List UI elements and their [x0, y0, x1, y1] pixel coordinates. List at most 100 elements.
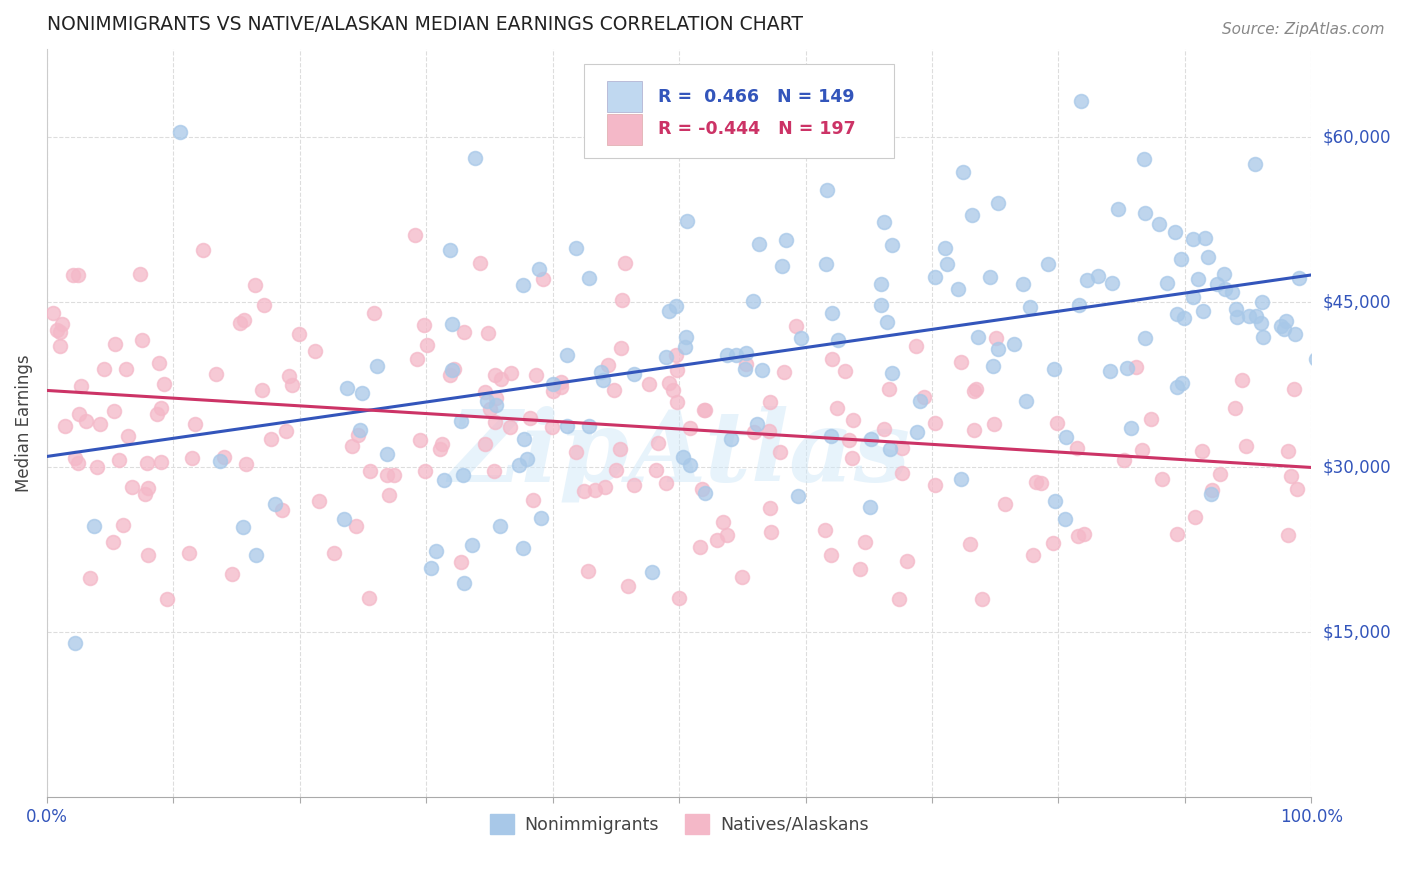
Point	[896, 554, 918, 568]
Point	[987, 196, 1010, 211]
Text: $45,000: $45,000	[1323, 293, 1391, 311]
Point	[441, 317, 464, 331]
Point	[1133, 331, 1156, 345]
Point	[1213, 282, 1236, 296]
Point	[936, 257, 959, 271]
Point	[443, 361, 465, 376]
Point	[1015, 393, 1038, 408]
Point	[89, 417, 111, 432]
Point	[981, 359, 1004, 374]
Point	[1277, 528, 1299, 542]
Point	[382, 467, 405, 482]
Point	[477, 326, 499, 341]
Point	[136, 481, 159, 495]
Point	[48, 339, 70, 353]
Point	[1054, 430, 1077, 444]
Point	[879, 442, 901, 456]
Point	[235, 458, 257, 472]
Point	[887, 592, 910, 607]
Point	[350, 386, 373, 401]
Point	[1305, 352, 1327, 367]
Point	[557, 419, 579, 434]
Point	[53, 419, 76, 434]
Point	[1270, 318, 1292, 333]
Point	[759, 500, 782, 515]
Point	[75, 414, 97, 428]
Point	[439, 368, 461, 382]
Point	[233, 313, 256, 327]
Point	[1212, 267, 1234, 281]
Point	[589, 365, 612, 379]
Point	[1116, 360, 1139, 375]
Point	[474, 437, 496, 451]
Point	[623, 368, 645, 382]
Point	[550, 379, 572, 393]
Point	[1099, 363, 1122, 377]
Point	[693, 403, 716, 417]
Point	[1166, 380, 1188, 394]
Point	[1073, 527, 1095, 541]
Point	[949, 354, 972, 368]
Point	[734, 345, 756, 359]
Point	[983, 417, 1005, 431]
Point	[960, 208, 983, 222]
Point	[513, 432, 536, 446]
Point	[499, 420, 522, 434]
Point	[821, 352, 844, 367]
Point	[934, 241, 956, 255]
Point	[617, 579, 640, 593]
Point	[665, 299, 688, 313]
Point	[623, 478, 645, 492]
Point	[1067, 529, 1090, 543]
Point	[404, 227, 426, 242]
Bar	[607, 114, 643, 145]
Point	[946, 282, 969, 296]
Point	[145, 407, 167, 421]
Point	[134, 487, 156, 501]
FancyBboxPatch shape	[585, 64, 894, 158]
Point	[666, 394, 689, 409]
Point	[725, 348, 748, 362]
Point	[1251, 330, 1274, 344]
Point	[658, 376, 681, 390]
Point	[734, 357, 756, 371]
Point	[952, 165, 974, 179]
Point	[658, 303, 681, 318]
Point	[924, 269, 946, 284]
Point	[232, 520, 254, 534]
Point	[363, 306, 385, 320]
Point	[79, 571, 101, 585]
Point	[359, 591, 381, 605]
Point	[668, 591, 690, 606]
Point	[524, 368, 547, 382]
Point	[695, 402, 717, 417]
Point	[416, 338, 439, 352]
Point	[1087, 268, 1109, 283]
Point	[46, 323, 69, 337]
Point	[1244, 156, 1267, 170]
Point	[758, 424, 780, 438]
Point	[1194, 231, 1216, 245]
Point	[825, 401, 848, 415]
Point	[1184, 510, 1206, 524]
Point	[673, 340, 696, 354]
Point	[690, 482, 713, 496]
Point	[193, 243, 215, 257]
Point	[578, 270, 600, 285]
Point	[876, 315, 898, 329]
Point	[468, 256, 491, 270]
Point	[169, 125, 191, 139]
Point	[742, 425, 765, 440]
Point	[322, 546, 344, 560]
Point	[1192, 303, 1215, 318]
Point	[880, 238, 903, 252]
Point	[477, 394, 499, 409]
Point	[716, 528, 738, 542]
Point	[150, 401, 173, 415]
Point	[891, 466, 914, 480]
Point	[814, 257, 837, 271]
Point	[429, 442, 451, 456]
Point	[565, 242, 588, 256]
Point	[484, 368, 506, 382]
Point	[820, 428, 842, 442]
